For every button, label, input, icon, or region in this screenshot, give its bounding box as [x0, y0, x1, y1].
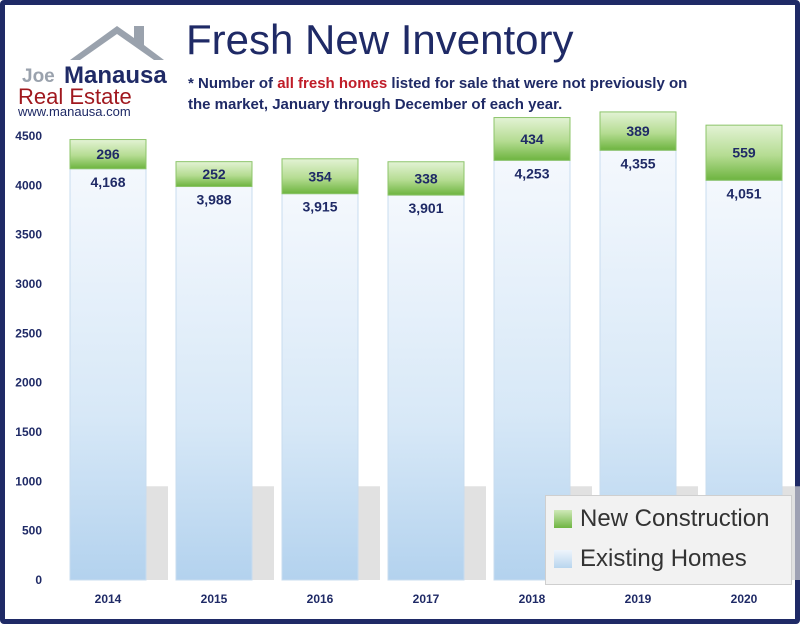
logo-url-text: www.manausa.com	[18, 104, 131, 119]
note-prefix: * Number of	[188, 75, 278, 92]
bar-new-construction	[281, 158, 359, 195]
data-label-new-construction: 434	[520, 131, 544, 147]
y-tick-label: 3500	[15, 228, 42, 242]
note-suffix: listed for sale that were not previously…	[188, 75, 688, 113]
legend-swatch-existing-homes	[554, 550, 572, 568]
y-tick-label: 3000	[15, 277, 42, 291]
data-label-existing-homes: 4,168	[90, 174, 125, 190]
bar-new-construction	[387, 161, 465, 196]
logo-joe-text: Joe	[22, 66, 55, 87]
company-logo: Joe Manausa Real Estate www.manausa.com	[12, 12, 182, 119]
note-highlight: all fresh homes	[277, 75, 388, 92]
x-tick-label: 2020	[731, 592, 758, 606]
x-tick-label: 2018	[519, 592, 546, 606]
y-tick-label: 4000	[15, 178, 42, 192]
data-label-existing-homes: 3,988	[196, 192, 231, 208]
y-tick-label: 1500	[15, 425, 42, 439]
bar-shadow	[252, 486, 274, 580]
bar-new-construction	[493, 117, 571, 161]
data-label-existing-homes: 3,915	[302, 199, 337, 215]
legend-item-existing-homes: Existing Homes	[554, 544, 747, 574]
x-tick-label: 2014	[95, 592, 122, 606]
data-label-new-construction: 296	[96, 146, 120, 162]
logo-manausa-text: Manausa	[64, 62, 167, 89]
bar-existing-homes	[387, 194, 465, 581]
data-label-new-construction: 338	[414, 170, 438, 186]
house-roof-icon	[70, 26, 164, 60]
y-tick-label: 2000	[15, 376, 42, 390]
bar-shadow	[464, 486, 486, 580]
data-label-new-construction: 389	[626, 123, 650, 139]
bar-existing-homes	[69, 168, 147, 581]
bar-new-construction	[705, 124, 783, 181]
legend-swatch-new-construction	[554, 510, 572, 528]
x-tick-label: 2017	[413, 592, 440, 606]
data-label-existing-homes: 3,901	[408, 200, 443, 216]
chart-note: * Number of all fresh homes listed for s…	[188, 73, 708, 115]
y-tick-label: 0	[35, 573, 42, 587]
data-label-existing-homes: 4,253	[514, 165, 549, 181]
x-tick-label: 2016	[307, 592, 334, 606]
y-tick-label: 4500	[15, 129, 42, 143]
bar-new-construction	[175, 161, 253, 188]
bar-shadow	[358, 486, 380, 580]
legend: New Construction Existing Homes	[545, 495, 792, 585]
x-tick-label: 2015	[201, 592, 228, 606]
data-label-existing-homes: 4,355	[620, 155, 655, 171]
chart-title: Fresh New Inventory	[186, 16, 574, 63]
bar-existing-homes	[281, 193, 359, 581]
bar-new-construction	[599, 111, 677, 151]
legend-label-new-construction: New Construction	[580, 505, 770, 532]
y-tick-label: 2500	[15, 326, 42, 340]
data-label-new-construction: 354	[308, 168, 332, 184]
y-tick-label: 500	[22, 524, 42, 538]
x-tick-label: 2019	[625, 592, 652, 606]
legend-label-existing-homes: Existing Homes	[580, 545, 747, 572]
data-label-new-construction: 559	[732, 145, 756, 161]
bar-shadow	[146, 486, 168, 580]
data-label-existing-homes: 4,051	[726, 185, 761, 201]
y-tick-label: 1000	[15, 474, 42, 488]
legend-item-new-construction: New Construction	[554, 504, 769, 534]
logo-real-estate-text: Real Estate	[18, 84, 132, 109]
bar-new-construction	[69, 139, 147, 170]
bar-existing-homes	[175, 186, 253, 581]
data-label-new-construction: 252	[202, 166, 226, 182]
